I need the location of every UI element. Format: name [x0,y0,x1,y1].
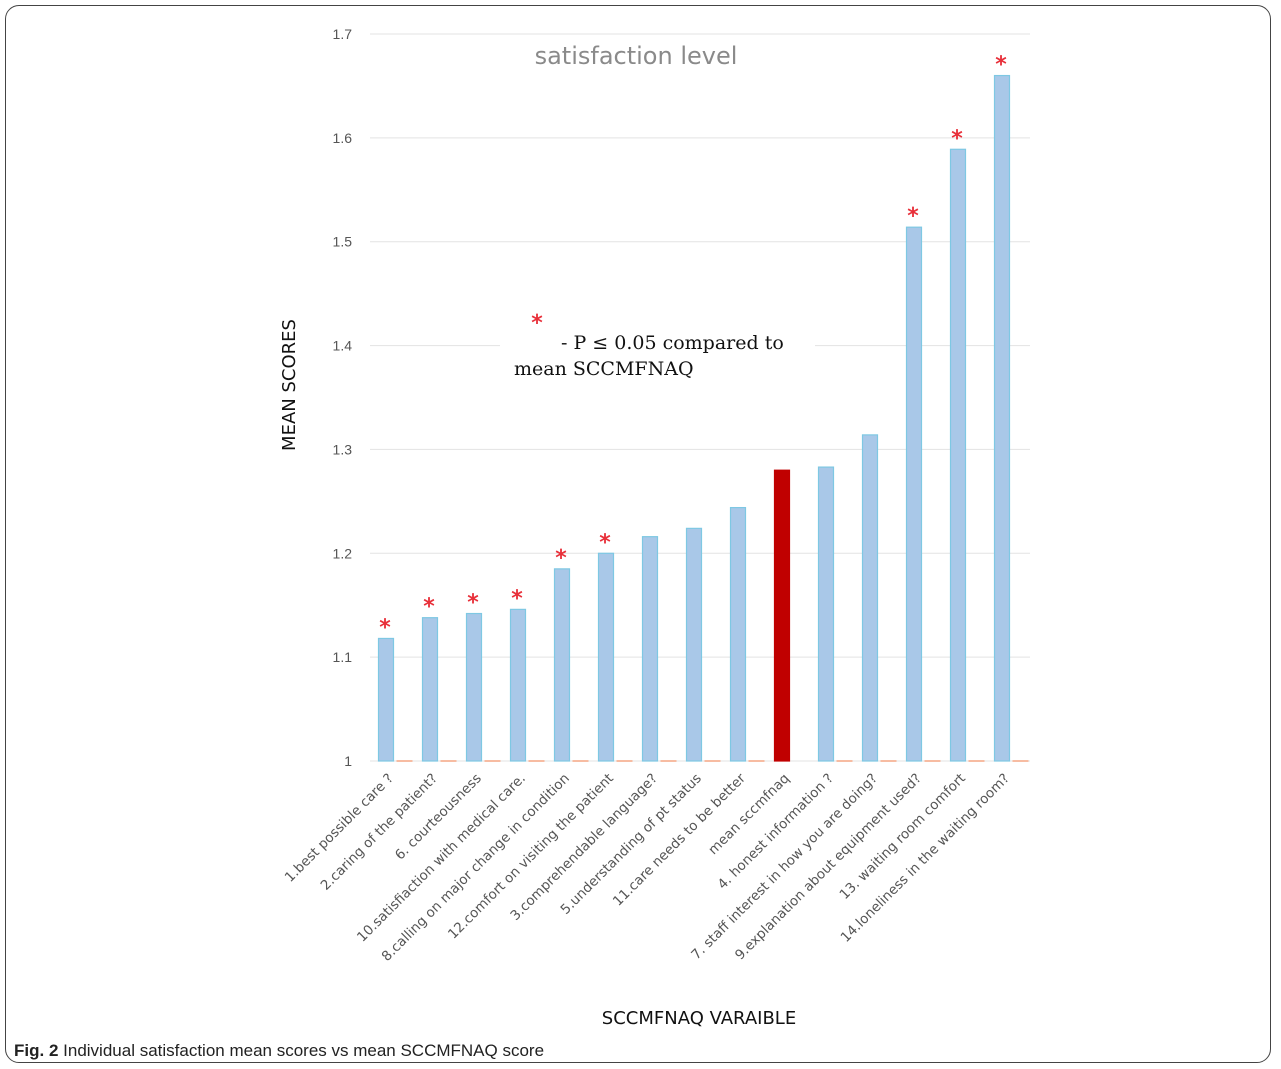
chart-title: satisfaction level [535,42,738,70]
note-star-icon: * [531,311,543,336]
y-axis-ticks: 1 1.1 1.2 1.3 1.4 1.5 1.6 1.7 [333,26,353,769]
x-category-label: 12.comfort on visiting the patient [445,771,617,943]
bar [817,466,835,762]
y-tick-label: 1.7 [333,26,353,42]
bar [597,552,615,762]
bar [377,637,395,762]
y-axis-title: MEAN SCORES [279,319,300,451]
x-axis-category-labels: 1.best possible care ?2.caring of the pa… [282,770,1013,965]
bars [377,74,1029,762]
bar-mean-highlight [773,469,791,762]
significance-star-icon: * [511,586,523,611]
y-tick-label: 1.6 [333,130,353,146]
bar [993,74,1011,762]
significance-star-icon: * [951,126,963,151]
note-line-1: - P ≤ 0.05 compared to [561,332,784,354]
note-box [500,305,815,390]
bar [641,536,659,762]
bar [465,612,483,762]
significance-star-icon: * [555,546,567,571]
bar [949,148,967,762]
x-axis-title: SCCMFNAQ VARAIBLE [602,1008,796,1029]
bar [905,226,923,762]
bar [509,608,527,762]
caption-text: Individual satisfaction mean scores vs m… [63,1041,545,1060]
y-tick-label: 1.4 [333,338,353,354]
y-tick-label: 1.2 [333,545,353,561]
significance-star-icon: * [995,53,1007,78]
figure-caption: Fig. 2 Individual satisfaction mean scor… [14,1041,544,1061]
bar [729,506,747,762]
significance-star-icon: * [907,204,919,229]
bar [685,527,703,762]
significance-star-icon: * [467,591,479,616]
bar [861,434,879,762]
significance-star-icon: * [423,595,435,620]
x-category-label: mean sccmfnaq [705,771,793,859]
note-line-2: mean SCCMFNAQ [514,358,694,380]
significance-star-icon: * [379,615,391,640]
bar-chart: satisfaction level 1 1.1 1.2 1.3 1.4 1.5 1.6 1.… [279,26,1030,1029]
y-tick-label: 1.5 [333,234,353,250]
significance-markers: * * * * * * * * * [379,53,1007,641]
y-tick-label: 1.3 [333,441,353,457]
figure-frame [5,5,1271,1063]
y-tick-label: 1 [344,753,352,769]
significance-star-icon: * [599,530,611,555]
bar [553,568,571,762]
caption-label: Fig. 2 [14,1041,59,1060]
y-tick-label: 1.1 [333,649,353,665]
bar [421,617,439,762]
